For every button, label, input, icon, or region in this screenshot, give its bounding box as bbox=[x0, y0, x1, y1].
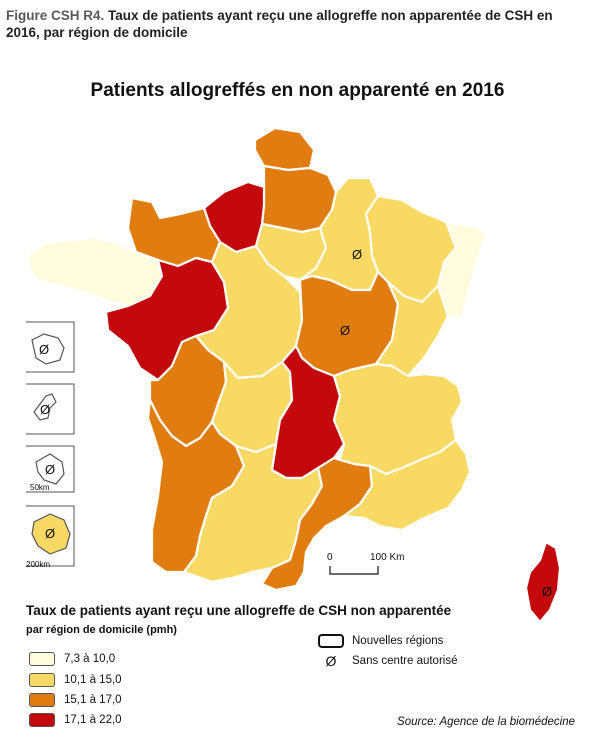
inset-scale-200km: 200km bbox=[26, 560, 50, 569]
no-center-marker-martinique: Ø bbox=[40, 402, 50, 417]
map-title: Patients allogreffés en non apparenté en… bbox=[90, 80, 505, 101]
legend-swatch bbox=[29, 693, 55, 707]
scale-bar-end: 100 Km bbox=[370, 552, 404, 563]
legend-label: 15,1 à 17,0 bbox=[64, 694, 122, 706]
region-alsace bbox=[436, 220, 488, 320]
region-boundary-symbol bbox=[318, 634, 344, 648]
legend-item-3: 15,1 à 17,0 bbox=[29, 692, 122, 708]
inset-frame-martinique bbox=[26, 383, 75, 435]
source-note: Source: Agence de la biomédecine bbox=[397, 716, 575, 728]
region-corse bbox=[524, 540, 562, 624]
region-provence-alpes-cote-dazur bbox=[342, 438, 472, 532]
no-center-marker-guyane: Ø bbox=[45, 462, 55, 477]
legend-label: 7,3 à 10,0 bbox=[64, 653, 116, 665]
no-center-marker-guadeloupe: Ø bbox=[39, 342, 49, 357]
region-nord-pas-de-calais bbox=[253, 126, 316, 172]
legend-label: 17,1 à 22,0 bbox=[64, 714, 122, 726]
legend-subtitle: par région de domicile (pmh) bbox=[26, 624, 177, 636]
legend-item-1: 7,3 à 10,0 bbox=[29, 651, 115, 667]
legend-swatch bbox=[29, 713, 55, 727]
inset-guyane bbox=[35, 453, 65, 485]
key-new-regions-label: Nouvelles régions bbox=[352, 635, 444, 647]
inset-frame-reunion bbox=[26, 505, 75, 567]
inset-guadeloupe bbox=[31, 333, 65, 365]
no-center-marker-bourgogne: Ø bbox=[340, 323, 350, 338]
legend-item-4: 17,1 à 22,0 bbox=[29, 712, 122, 728]
legend-swatch bbox=[29, 673, 55, 687]
no-center-marker-champagne-ardenne: Ø bbox=[352, 247, 362, 262]
legend-item-2: 10,1 à 15,0 bbox=[29, 672, 122, 688]
inset-scale-50km: 50km bbox=[30, 483, 50, 492]
legend-title: Taux de patients ayant reçu une allogref… bbox=[26, 603, 452, 618]
figure-caption: Figure CSH R4. Taux de patients ayant re… bbox=[6, 7, 581, 41]
inset-reunion bbox=[31, 513, 71, 555]
figure-caption-text: Taux de patients ayant reçu une allogref… bbox=[6, 8, 553, 40]
inset-frame-guadeloupe bbox=[26, 321, 75, 373]
key-new-regions: Nouvelles régions bbox=[318, 632, 443, 650]
key-no-center-label: Sans centre autorisé bbox=[352, 655, 458, 667]
no-center-symbol: Ø bbox=[325, 653, 337, 669]
region-franche-comte bbox=[374, 280, 450, 378]
region-languedoc-roussillon bbox=[260, 456, 374, 592]
no-center-marker-reunion: Ø bbox=[45, 526, 55, 541]
inset-martinique bbox=[33, 393, 57, 421]
legend-label: 10,1 à 15,0 bbox=[64, 674, 122, 686]
scale-bar: 0 100 Km bbox=[327, 552, 404, 575]
legend-swatch bbox=[29, 652, 55, 666]
figure-label: Figure CSH R4. bbox=[6, 8, 105, 23]
inset-frame-guyane bbox=[26, 445, 75, 493]
scale-bar-start: 0 bbox=[327, 552, 333, 563]
key-no-center: Ø Sans centre autorisé bbox=[318, 652, 458, 670]
no-center-marker-corse: Ø bbox=[542, 584, 552, 599]
